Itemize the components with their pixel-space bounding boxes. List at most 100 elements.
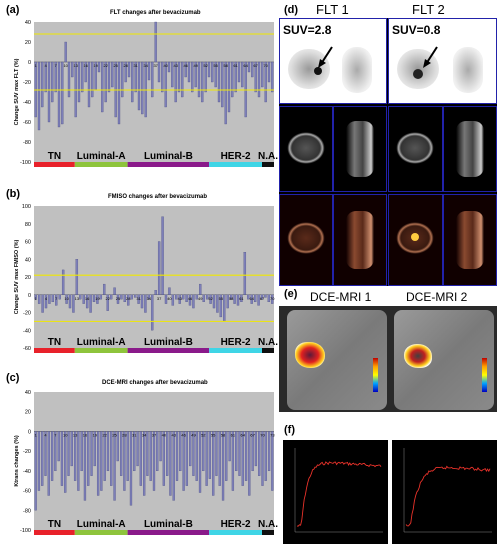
x-tick-label: 19 bbox=[95, 296, 100, 301]
subtype-label: HER-2 bbox=[221, 519, 251, 530]
bar bbox=[92, 294, 96, 302]
bar bbox=[264, 294, 267, 298]
subtype-bar-luminal-a bbox=[74, 348, 128, 353]
bar bbox=[235, 431, 238, 472]
subtype-bar-tn bbox=[34, 530, 75, 535]
bar bbox=[192, 294, 195, 309]
subtype-bar-her-2 bbox=[209, 162, 262, 167]
bar bbox=[241, 61, 244, 88]
x-tick-label: 43 bbox=[171, 432, 176, 437]
bar bbox=[91, 61, 94, 98]
y-tick-label: -100 bbox=[20, 160, 31, 166]
subtype-bar-na bbox=[262, 162, 274, 167]
bar bbox=[267, 294, 271, 302]
bar bbox=[107, 61, 111, 93]
flt2-arrow-icon bbox=[423, 46, 438, 68]
bar bbox=[253, 294, 257, 302]
bar bbox=[197, 61, 201, 98]
bar bbox=[77, 431, 80, 491]
bar bbox=[156, 431, 159, 472]
x-tick-label: 55 bbox=[213, 63, 218, 68]
bar bbox=[175, 431, 179, 481]
x-tick-label: 55 bbox=[211, 432, 216, 437]
bar bbox=[164, 61, 167, 108]
bar bbox=[137, 294, 140, 304]
bar bbox=[54, 431, 57, 472]
x-tick-label: 28 bbox=[126, 296, 131, 301]
dce-mri-image-2 bbox=[388, 306, 497, 412]
bar bbox=[146, 431, 149, 476]
x-tick-label: 16 bbox=[85, 296, 90, 301]
bar bbox=[129, 431, 133, 506]
x-tick-label: 22 bbox=[105, 296, 110, 301]
bar bbox=[37, 431, 41, 491]
bar bbox=[37, 61, 41, 131]
x-tick-label: 13 bbox=[73, 63, 78, 68]
bar bbox=[77, 61, 81, 103]
bar bbox=[99, 294, 103, 300]
bar bbox=[60, 431, 64, 486]
bar bbox=[41, 431, 44, 486]
x-tick-label: 40 bbox=[163, 63, 168, 68]
bar bbox=[106, 431, 110, 472]
bar bbox=[202, 431, 205, 472]
bar bbox=[126, 431, 129, 481]
subtype-bar-luminal-a bbox=[74, 162, 128, 167]
subtype-bar-luminal-b bbox=[127, 162, 210, 167]
bar bbox=[123, 294, 127, 302]
flt-bar-chart: -100 -80 -60 -40 -20 0 20 40 Change SUV max FLT … bbox=[14, 20, 278, 167]
bar bbox=[257, 61, 261, 98]
bar bbox=[104, 61, 107, 103]
bar bbox=[117, 61, 121, 125]
subtype-bar-luminal-a bbox=[74, 530, 128, 535]
x-tick-label: 49 bbox=[191, 432, 196, 437]
subtype-label: Luminal-B bbox=[144, 337, 193, 348]
bar bbox=[164, 294, 168, 304]
bar bbox=[83, 431, 87, 501]
x-tick-label: 1 bbox=[35, 296, 38, 301]
bar bbox=[96, 294, 99, 304]
bar bbox=[34, 294, 37, 300]
bar bbox=[79, 294, 82, 300]
bar bbox=[130, 294, 133, 300]
bar bbox=[68, 294, 72, 309]
bar bbox=[44, 61, 47, 93]
x-tick-label: 46 bbox=[181, 432, 186, 437]
y-tick-label: 60 bbox=[25, 240, 31, 246]
x-tick-label: 4 bbox=[45, 296, 48, 301]
subtype-bar-tn bbox=[34, 348, 75, 353]
x-tick-label: 52 bbox=[208, 296, 213, 301]
x-tick-label: 70 bbox=[263, 63, 268, 68]
bar bbox=[141, 61, 144, 115]
x-tick-label: 28 bbox=[122, 432, 127, 437]
flt1-fused-sagittal-image bbox=[333, 194, 387, 286]
y-tick-label: -20 bbox=[23, 311, 31, 317]
bar bbox=[194, 61, 197, 88]
bar bbox=[168, 287, 171, 295]
bar bbox=[75, 259, 79, 295]
bar bbox=[47, 431, 50, 496]
x-tick-label: 16 bbox=[83, 432, 88, 437]
x-tick-label: 34 bbox=[147, 296, 152, 301]
subtype-label: N.A. bbox=[258, 519, 278, 530]
bar bbox=[195, 431, 198, 481]
bar bbox=[221, 61, 224, 108]
bar bbox=[174, 61, 177, 103]
subtype-bar-na bbox=[262, 348, 274, 353]
bar bbox=[169, 431, 172, 496]
bar bbox=[185, 294, 188, 302]
bar bbox=[90, 431, 93, 476]
bar bbox=[227, 61, 231, 113]
x-tick-label: 31 bbox=[132, 432, 137, 437]
subtype-label: Luminal-B bbox=[144, 151, 193, 162]
bar bbox=[55, 294, 58, 306]
dce-mri-bar-chart: -100 -80 -60 -40 -20 0 20 40 Ktrans changes (%) 1… bbox=[14, 390, 278, 535]
bar bbox=[229, 294, 233, 300]
bar bbox=[264, 61, 267, 103]
bar bbox=[154, 290, 157, 295]
bar bbox=[202, 294, 205, 302]
x-tick-label: 37 bbox=[153, 63, 158, 68]
bar bbox=[260, 294, 264, 300]
x-tick-label: 31 bbox=[136, 296, 141, 301]
y-tick-label: -60 bbox=[23, 489, 31, 495]
